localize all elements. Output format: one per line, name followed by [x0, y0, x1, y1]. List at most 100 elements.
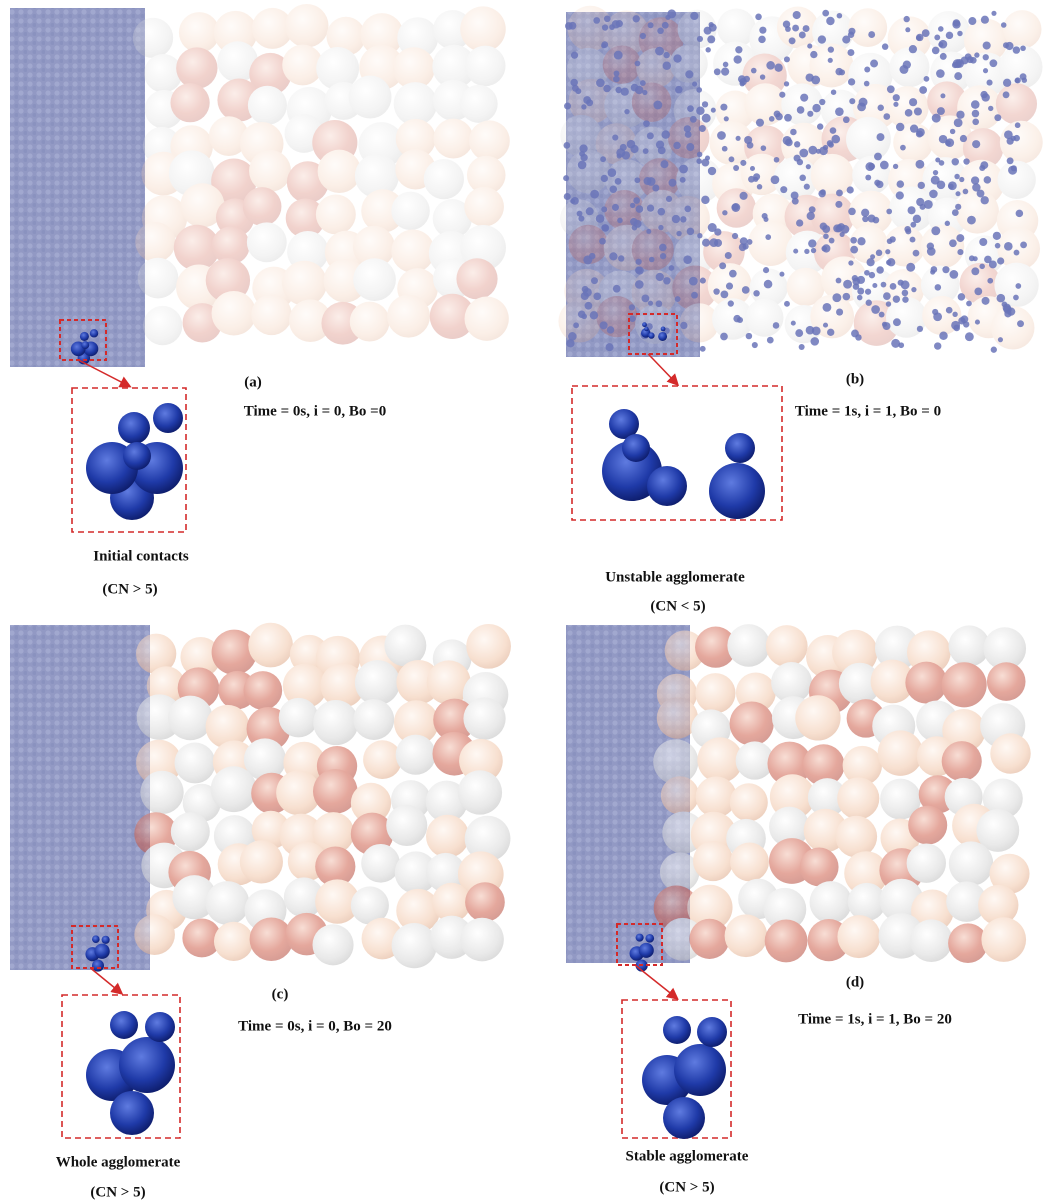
fine-particle: [954, 118, 963, 127]
fine-particle: [850, 237, 857, 244]
fine-particle: [629, 315, 636, 322]
agglomerate-particle: [648, 332, 654, 338]
fine-particle: [839, 69, 845, 75]
fine-particle: [987, 80, 993, 86]
fine-particle: [865, 289, 871, 295]
fine-particle: [1003, 79, 1011, 87]
fine-particle: [940, 53, 947, 60]
fine-particle: [641, 294, 649, 302]
fine-particle: [785, 139, 793, 147]
large-particle: [312, 924, 353, 965]
fine-particle: [653, 101, 662, 110]
fine-particle: [916, 160, 925, 169]
fine-particle: [797, 159, 803, 165]
large-particle: [846, 117, 891, 162]
fine-particle: [608, 168, 617, 177]
large-particle: [955, 190, 999, 234]
fine-particle: [955, 204, 961, 210]
fine-particle: [708, 167, 716, 175]
fine-particle: [820, 189, 826, 195]
fine-particle: [942, 266, 949, 273]
fine-particle: [887, 258, 895, 266]
fine-particle: [848, 208, 856, 216]
large-particle: [396, 735, 436, 775]
agglomerate-particle: [119, 1037, 175, 1093]
fine-particle: [833, 224, 841, 232]
fine-particle: [789, 37, 796, 44]
agglomerate-particle: [90, 329, 98, 337]
agglomerate-particle: [647, 466, 687, 506]
large-particle: [695, 673, 735, 713]
fine-particle: [714, 68, 721, 75]
fine-particle: [733, 165, 739, 171]
fine-particle: [914, 108, 922, 116]
fine-particle: [835, 107, 844, 116]
large-particle: [997, 161, 1035, 199]
condition: Time = 1s, i = 1, Bo = 0: [795, 403, 941, 419]
fine-particle: [934, 342, 941, 349]
fine-particle: [723, 62, 729, 68]
fine-particle: [640, 80, 646, 86]
fine-particle: [799, 174, 806, 181]
large-particle: [1000, 121, 1043, 164]
fine-particle: [1013, 46, 1020, 53]
large-particle: [766, 625, 808, 667]
fine-particle: [615, 87, 621, 93]
fine-particle: [893, 102, 898, 107]
large-particle: [996, 83, 1037, 124]
fine-particle: [696, 158, 702, 164]
fine-particle: [836, 309, 843, 316]
fine-particle: [596, 79, 605, 88]
zoom-arrow: [635, 965, 677, 998]
fine-particle: [812, 104, 820, 112]
fine-particle: [823, 303, 832, 312]
fine-particle: [829, 238, 835, 244]
large-particle: [144, 54, 182, 92]
large-particle: [942, 662, 987, 707]
fine-particle: [954, 174, 959, 179]
fine-particle: [656, 300, 663, 307]
large-particle: [800, 848, 839, 887]
fine-particle: [705, 47, 710, 52]
fine-particle: [761, 145, 767, 151]
fine-particle: [793, 249, 798, 254]
fine-particle: [648, 301, 653, 306]
large-particle: [134, 914, 175, 955]
fine-particle: [705, 155, 710, 160]
fine-particle: [573, 322, 579, 328]
fine-particle: [758, 36, 765, 43]
fine-particle: [848, 28, 855, 35]
fine-particle: [633, 197, 640, 204]
fine-particle: [920, 204, 926, 210]
panel-label: (c): [272, 986, 289, 1002]
fine-particle: [971, 267, 979, 275]
fine-particle: [635, 259, 641, 265]
fine-particle: [946, 32, 953, 39]
large-particle: [745, 299, 783, 337]
fine-particle: [991, 347, 997, 353]
fine-particle: [692, 82, 697, 87]
fine-particle: [869, 272, 875, 278]
fine-particle: [956, 111, 964, 119]
fine-particle: [1020, 45, 1026, 51]
fine-particle: [771, 175, 780, 184]
fine-particle: [775, 113, 783, 121]
large-particle: [905, 662, 947, 704]
fine-particle: [687, 105, 694, 112]
agglomerate-particle: [725, 433, 755, 463]
fine-particle: [797, 106, 805, 114]
fine-particle: [949, 270, 958, 279]
fine-particle: [762, 213, 768, 219]
large-particle: [176, 47, 217, 88]
agglomerate-particle: [92, 935, 100, 943]
fine-particle: [868, 31, 875, 38]
fine-particle: [579, 144, 587, 152]
fine-particle: [735, 46, 742, 53]
agglomerate-particle: [663, 1016, 691, 1044]
fine-particle: [593, 293, 601, 301]
fine-particle: [689, 277, 698, 286]
fine-particle: [702, 114, 711, 123]
fine-particle: [575, 88, 581, 94]
fine-particle: [939, 332, 948, 341]
fine-particle: [952, 312, 957, 317]
